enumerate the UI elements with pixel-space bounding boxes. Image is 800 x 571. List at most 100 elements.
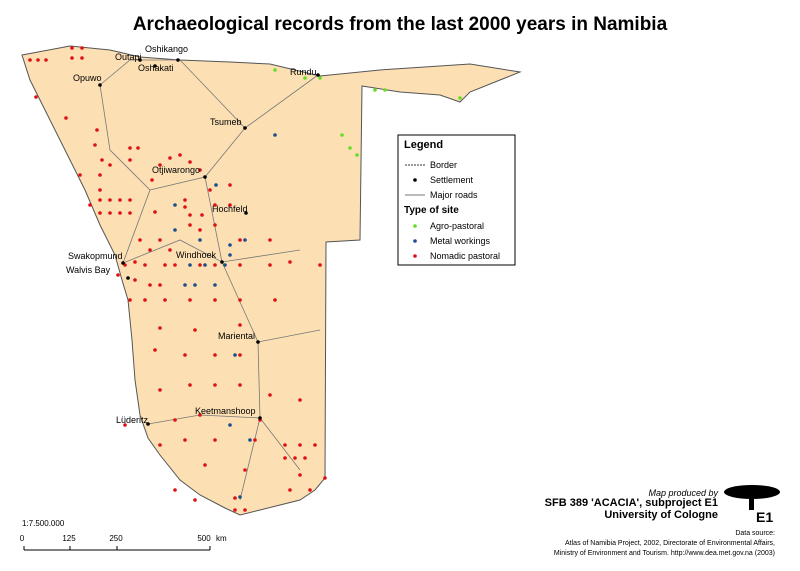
nomadic-site <box>213 223 217 227</box>
metal-site <box>243 238 247 242</box>
nomadic-site <box>198 228 202 232</box>
nomadic-site <box>213 353 217 357</box>
agro-site <box>348 146 352 150</box>
metal-site <box>228 253 232 257</box>
nomadic-site <box>188 383 192 387</box>
nomadic-site <box>203 463 207 467</box>
nomadic-site <box>198 263 202 267</box>
agro-site <box>318 76 322 80</box>
nomadic-site <box>288 488 292 492</box>
nomadic-site <box>143 298 147 302</box>
agro-site <box>273 68 277 72</box>
nomadic-site <box>213 438 217 442</box>
nomadic-site <box>70 46 74 50</box>
nomadic-site <box>183 205 187 209</box>
nomadic-site <box>198 168 202 172</box>
settlement-label: Walvis Bay <box>66 265 111 275</box>
metal-site <box>214 183 218 187</box>
nomadic-site <box>178 153 182 157</box>
metal-site <box>193 283 197 287</box>
nomadic-site <box>298 473 302 477</box>
nomadic-site <box>213 298 217 302</box>
nomadic-site <box>128 211 132 215</box>
settlement-label: Lüderitz <box>116 415 149 425</box>
settlement-dot <box>153 64 157 68</box>
metal-site <box>228 243 232 247</box>
legend-box <box>397 134 516 266</box>
nomadic-site <box>198 413 202 417</box>
logo-text: E1 <box>756 509 773 525</box>
nomadic-site <box>188 160 192 164</box>
nomadic-site <box>283 443 287 447</box>
nomadic-site <box>133 260 137 264</box>
metal-site <box>173 228 177 232</box>
settlement-dot <box>146 422 150 426</box>
settlement-dot <box>176 58 180 62</box>
settlement-label: Outapi <box>115 52 142 62</box>
settlement-dot <box>138 58 142 62</box>
nomadic-site <box>136 146 140 150</box>
settlement-label: Rundu <box>290 67 317 77</box>
settlement-dot <box>220 260 224 264</box>
nomadic-site <box>88 203 92 207</box>
nomadic-site <box>288 260 292 264</box>
source-title: Data source: <box>735 530 775 537</box>
nomadic-site <box>123 423 127 427</box>
settlement-dot <box>98 83 102 87</box>
legend-item: Metal workings <box>430 236 491 246</box>
nomadic-site <box>143 263 147 267</box>
nomadic-site <box>128 158 132 162</box>
nomadic-site <box>118 198 122 202</box>
nomadic-site <box>213 203 217 207</box>
road <box>99 59 319 129</box>
nomadic-site <box>318 263 322 267</box>
metal-site <box>223 263 227 267</box>
settlement-label: Oshakati <box>138 63 174 73</box>
road <box>257 329 321 343</box>
scale-label: 250 <box>109 534 123 543</box>
settlement-label: Oshikango <box>145 44 188 54</box>
road <box>99 84 151 191</box>
legend-item: Major roads <box>430 190 478 200</box>
nomadic-site <box>253 438 257 442</box>
nomadic-site <box>98 198 102 202</box>
nomadic-site <box>70 56 74 60</box>
legend-agro-symbol <box>413 224 417 228</box>
metal-site <box>233 353 237 357</box>
nomadic-site <box>93 143 97 147</box>
nomadic-site <box>173 263 177 267</box>
nomadic-site <box>208 188 212 192</box>
nomadic-site <box>243 468 247 472</box>
nomadic-site <box>238 263 242 267</box>
nomadic-site <box>173 418 177 422</box>
metal-site <box>183 283 187 287</box>
nomadic-site <box>64 116 68 120</box>
agro-site <box>355 153 359 157</box>
nomadic-site <box>173 488 177 492</box>
nomadic-site <box>158 238 162 242</box>
nomadic-site <box>183 353 187 357</box>
nomadic-site <box>100 158 104 162</box>
legend: Legend Border Settlement Major roads Typ… <box>397 134 516 266</box>
nomadic-site <box>313 443 317 447</box>
road <box>204 127 261 501</box>
metal-site <box>273 133 277 137</box>
nomadic-site <box>128 146 132 150</box>
metal-site <box>238 495 242 499</box>
nomadic-site <box>158 326 162 330</box>
nomadic-site <box>158 283 162 287</box>
nomadic-site <box>153 348 157 352</box>
nomadic-site <box>238 238 242 242</box>
source-line: Atlas of Namibia Project, 2002, Director… <box>565 540 775 547</box>
nomadic-site <box>283 456 287 460</box>
nomadic-site <box>213 263 217 267</box>
nomadic-site <box>193 498 197 502</box>
nomadic-site <box>163 263 167 267</box>
nomadic-site <box>233 508 237 512</box>
legend-item: Nomadic pastoral <box>430 251 500 261</box>
nomadic-site <box>188 298 192 302</box>
nomadic-site <box>238 353 242 357</box>
nomadic-site <box>128 198 132 202</box>
nomadic-site <box>108 198 112 202</box>
scale-label: 0 <box>20 534 25 543</box>
